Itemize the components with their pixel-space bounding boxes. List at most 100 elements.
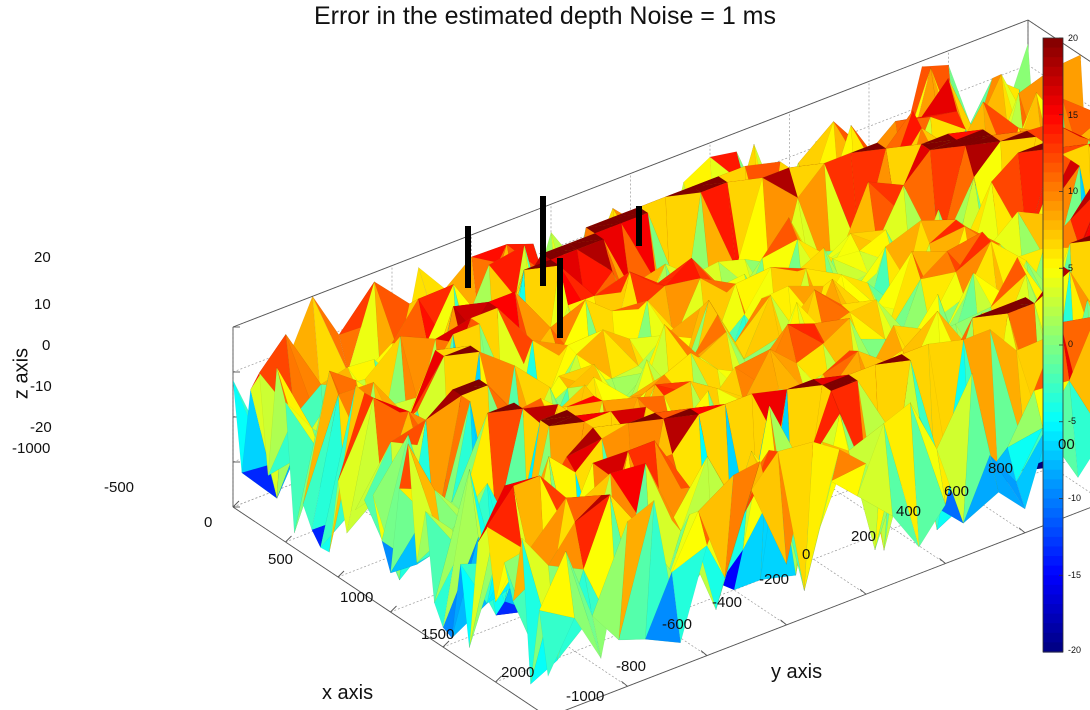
colorbar-swatch	[1043, 556, 1063, 567]
colorbar-swatch	[1043, 191, 1063, 202]
box-edge	[232, 19, 1029, 328]
surface-facet	[618, 500, 655, 641]
surface-facet	[671, 510, 708, 573]
surface-facet	[822, 350, 859, 375]
colorbar-swatch	[1043, 642, 1063, 653]
surface-facet	[814, 289, 850, 313]
colorbar-swatch	[1043, 229, 1063, 241]
surface-facet	[955, 241, 992, 299]
surface-facet	[691, 176, 728, 187]
surface-facet	[576, 239, 613, 272]
colorbar-swatch	[1043, 575, 1063, 586]
colorbar-tick-label: 20	[1068, 33, 1079, 43]
colorbar-swatch	[1043, 76, 1063, 87]
surface-facet	[540, 409, 576, 421]
colorbar-swatch	[1043, 47, 1063, 58]
surface-facet	[990, 257, 1027, 308]
surface-facet	[407, 443, 444, 549]
colorbar-tick-label: 10	[1068, 186, 1079, 196]
colorbar-swatch	[1043, 604, 1063, 615]
y-tick-label: 200	[851, 528, 877, 545]
colorbar-swatch	[1043, 153, 1063, 164]
colorbar-swatch	[1043, 460, 1063, 471]
surface-facet	[664, 307, 701, 339]
surface-facet	[998, 303, 1035, 314]
surface-facet	[628, 412, 664, 424]
z-tick-label: -20	[30, 419, 52, 436]
surface-facet	[830, 463, 867, 497]
colorbar-swatch	[1043, 105, 1063, 116]
surface-facet	[568, 233, 604, 244]
surface-facet	[989, 454, 1026, 510]
y-tick	[1018, 527, 1026, 534]
surface-facet	[373, 397, 409, 413]
surface-facet	[777, 441, 814, 591]
surface-facet	[592, 521, 628, 641]
colorbar-swatch	[1043, 536, 1063, 548]
y-axis-title: y axis	[771, 661, 823, 683]
surface-facet	[743, 294, 780, 360]
surface-facet	[1000, 130, 1037, 142]
surface-facet	[486, 485, 523, 549]
colorbar-swatch	[1043, 498, 1063, 509]
surface-facet	[337, 392, 374, 481]
colorbar-swatch	[1043, 421, 1063, 432]
colorbar-swatch	[1043, 613, 1063, 624]
colorbar-tick-label: 5	[1068, 263, 1074, 273]
y-tick	[859, 588, 867, 595]
surface-facet	[910, 402, 946, 505]
colorbar-swatch	[1043, 517, 1063, 528]
surface-facet	[532, 340, 569, 356]
colorbar-swatch	[1043, 345, 1063, 356]
surface-facet	[841, 274, 877, 306]
surface-facet	[574, 494, 611, 523]
colorbar-swatch	[1043, 57, 1063, 68]
surface-facet	[921, 78, 958, 117]
surface-facet	[1087, 299, 1090, 307]
colorbar-swatch	[1043, 594, 1063, 605]
surface-facet	[804, 441, 840, 591]
x-tick	[337, 570, 345, 578]
surface-facet	[1069, 270, 1090, 331]
colorbar-swatch	[1043, 392, 1063, 404]
chart-title: Error in the estimated depth Noise = 1 m…	[313, 2, 777, 30]
colorbar-swatch	[1043, 623, 1063, 634]
colorbar-swatch	[1043, 249, 1063, 260]
surface-facet	[824, 152, 860, 252]
colorbar-swatch	[1043, 354, 1063, 365]
surface-facet	[1070, 188, 1090, 220]
surface-facet	[769, 349, 806, 392]
y-tick-label: -200	[759, 571, 790, 588]
colorbar-swatch	[1043, 527, 1063, 538]
surface-facet	[998, 297, 1035, 308]
colorbar-swatch	[1043, 316, 1063, 327]
colorbar-swatch	[1043, 546, 1063, 557]
surface-facet	[654, 440, 691, 489]
colorbar-swatch	[1043, 201, 1063, 212]
surface-facet	[487, 402, 524, 414]
y-tick-label: 600	[944, 483, 970, 500]
x-tick-label: 2000	[501, 664, 535, 681]
colorbar-swatch	[1043, 508, 1063, 519]
surface-facet	[408, 349, 445, 419]
surface-facet	[671, 545, 708, 643]
station-marker	[557, 258, 563, 338]
colorbar-swatch	[1043, 565, 1063, 576]
colorbar-tick-label: 0	[1068, 339, 1074, 349]
surface-facet	[548, 415, 585, 427]
surface-facet	[735, 294, 771, 343]
surface-facet	[302, 370, 339, 505]
surface-facet	[700, 181, 737, 269]
colorbar-swatch	[1043, 632, 1063, 643]
surface-facet	[611, 300, 648, 312]
y-tick-label: 800	[988, 460, 1014, 477]
colorbar-swatch	[1043, 181, 1063, 193]
colorbar-tick-label: -20	[1068, 645, 1082, 655]
surface-facet	[594, 271, 631, 296]
x-tick-label: 0	[204, 514, 213, 531]
surface-facet	[443, 345, 480, 357]
station-marker	[540, 196, 546, 286]
colorbar-swatch	[1043, 431, 1063, 442]
